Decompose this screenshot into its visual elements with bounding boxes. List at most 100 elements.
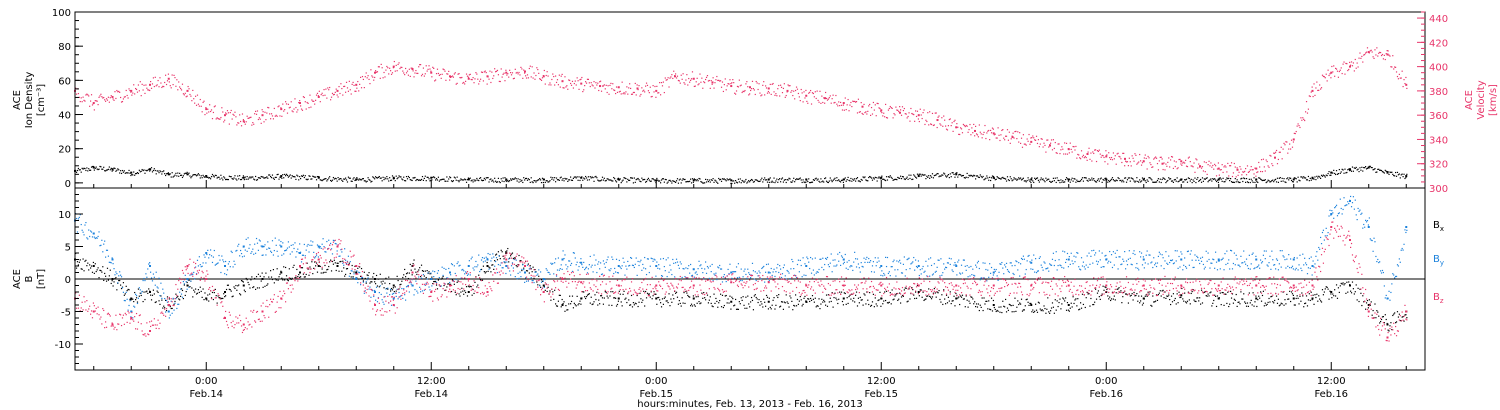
velocity-sample-117 — [184, 92, 186, 94]
bx-sample-1278 — [1273, 302, 1275, 304]
bx-sample-1116 — [1121, 302, 1123, 304]
velocity-sample-1265 — [1260, 159, 1263, 161]
bx-sample-1253 — [1249, 302, 1251, 304]
by-sample-138 — [204, 256, 206, 258]
density-sample-1027 — [1037, 179, 1040, 181]
by-sample-348 — [401, 287, 403, 290]
velocity-sample-536 — [577, 80, 579, 82]
by-sample-35 — [107, 255, 110, 257]
velocity-sample-415 — [464, 83, 466, 85]
by-sample-304 — [360, 284, 362, 286]
bx-sample-135 — [201, 296, 203, 298]
density-sample-348 — [401, 178, 403, 180]
velocity-sample-118 — [185, 96, 187, 98]
velocity-sample-673 — [705, 76, 708, 78]
bx-sample-1070 — [1078, 309, 1080, 311]
density-sample-587 — [625, 177, 627, 180]
velocity-sample-586 — [624, 93, 626, 95]
velocity-sample-773 — [799, 100, 801, 102]
density-sample-1168 — [1170, 178, 1172, 180]
bx-sample-555 — [595, 298, 597, 301]
velocity-sample-929 — [945, 128, 948, 130]
velocity-sample-963 — [977, 136, 980, 138]
bx-sample-618 — [654, 293, 656, 295]
bx-sample-578 — [616, 303, 619, 306]
velocity-sample-1046 — [1055, 152, 1057, 154]
density-sample-1387 — [1375, 171, 1377, 173]
by-sample-118 — [185, 281, 187, 283]
velocity-point-62 — [1236, 168, 1239, 171]
velocity-sample-1083 — [1090, 152, 1092, 154]
bx-sample-1136 — [1140, 300, 1142, 302]
velocity-sample-327 — [381, 67, 383, 69]
velocity-sample-852 — [873, 109, 875, 111]
velocity-sample-462 — [508, 76, 510, 78]
density-sample-177 — [240, 178, 243, 181]
density-sample-686 — [718, 177, 720, 180]
bx-sample-794 — [819, 308, 821, 310]
density-sample-953 — [968, 174, 970, 176]
velocity-sample-1373 — [1362, 61, 1364, 63]
density-sample-1153 — [1155, 181, 1158, 183]
density-sample-1378 — [1366, 167, 1369, 169]
bx-sample-966 — [980, 306, 982, 309]
bx-sample-1309 — [1302, 295, 1304, 297]
bx-sample-1179 — [1180, 296, 1182, 298]
density-sample-1086 — [1093, 178, 1095, 180]
bx-point-49 — [1349, 284, 1351, 287]
density-sample-958 — [973, 174, 975, 176]
density-sample-194 — [256, 179, 259, 181]
velocity-sample-925 — [942, 125, 944, 127]
by-sample-198 — [260, 245, 262, 247]
density-sample-872 — [892, 179, 894, 181]
bx-sample-44 — [116, 289, 118, 291]
bx-sample-1284 — [1278, 305, 1280, 307]
density-sample-594 — [631, 177, 634, 179]
velocity-sample-41 — [113, 99, 115, 101]
velocity-sample-592 — [630, 87, 632, 90]
velocity-sample-166 — [230, 109, 232, 112]
velocity-sample-190 — [253, 123, 255, 125]
density-sample-755 — [782, 181, 785, 183]
velocity-sample-1289 — [1283, 142, 1285, 145]
bx-sample-603 — [640, 298, 642, 300]
bx-sample-516 — [558, 294, 560, 296]
density-sample-101 — [169, 173, 171, 175]
bx-sample-148 — [213, 291, 215, 294]
density-sample-538 — [579, 179, 581, 182]
bx-sample-412 — [461, 287, 463, 289]
density-sample-605 — [642, 179, 644, 181]
bx-sample-889 — [908, 288, 910, 290]
velocity-sample-1031 — [1041, 138, 1043, 140]
bx-sample-1301 — [1294, 304, 1296, 306]
bx-sample-262 — [320, 272, 322, 274]
bx-sample-334 — [388, 276, 390, 278]
bx-sample-1289 — [1283, 304, 1285, 306]
density-sample-534 — [575, 177, 577, 179]
velocity-sample-269 — [327, 87, 329, 89]
velocity-sample-1175 — [1176, 168, 1178, 170]
by-sample-37 — [109, 261, 111, 264]
velocity-sample-676 — [708, 79, 710, 82]
bx-sample-157 — [222, 297, 224, 300]
velocity-sample-580 — [618, 91, 620, 93]
velocity-sample-1038 — [1048, 146, 1050, 148]
bx-sample-331 — [385, 277, 387, 279]
velocity-sample-78 — [148, 89, 150, 91]
velocity-sample-448 — [495, 71, 497, 73]
by-sample-153 — [218, 254, 220, 257]
velocity-sample-1036 — [1046, 139, 1048, 141]
velocity-sample-630 — [665, 79, 667, 81]
density-sample-776 — [802, 179, 804, 181]
density-sample-825 — [848, 179, 850, 181]
by-sample-131 — [197, 265, 200, 267]
density-sample-918 — [935, 174, 937, 176]
by-sample-186 — [249, 244, 251, 246]
velocity-sample-737 — [765, 87, 768, 89]
bx-sample-354 — [406, 272, 409, 274]
velocity-sample-983 — [996, 137, 998, 139]
density-point-37 — [1311, 176, 1314, 179]
bx-sample-396 — [446, 286, 448, 288]
velocity-sample-490 — [534, 78, 536, 80]
